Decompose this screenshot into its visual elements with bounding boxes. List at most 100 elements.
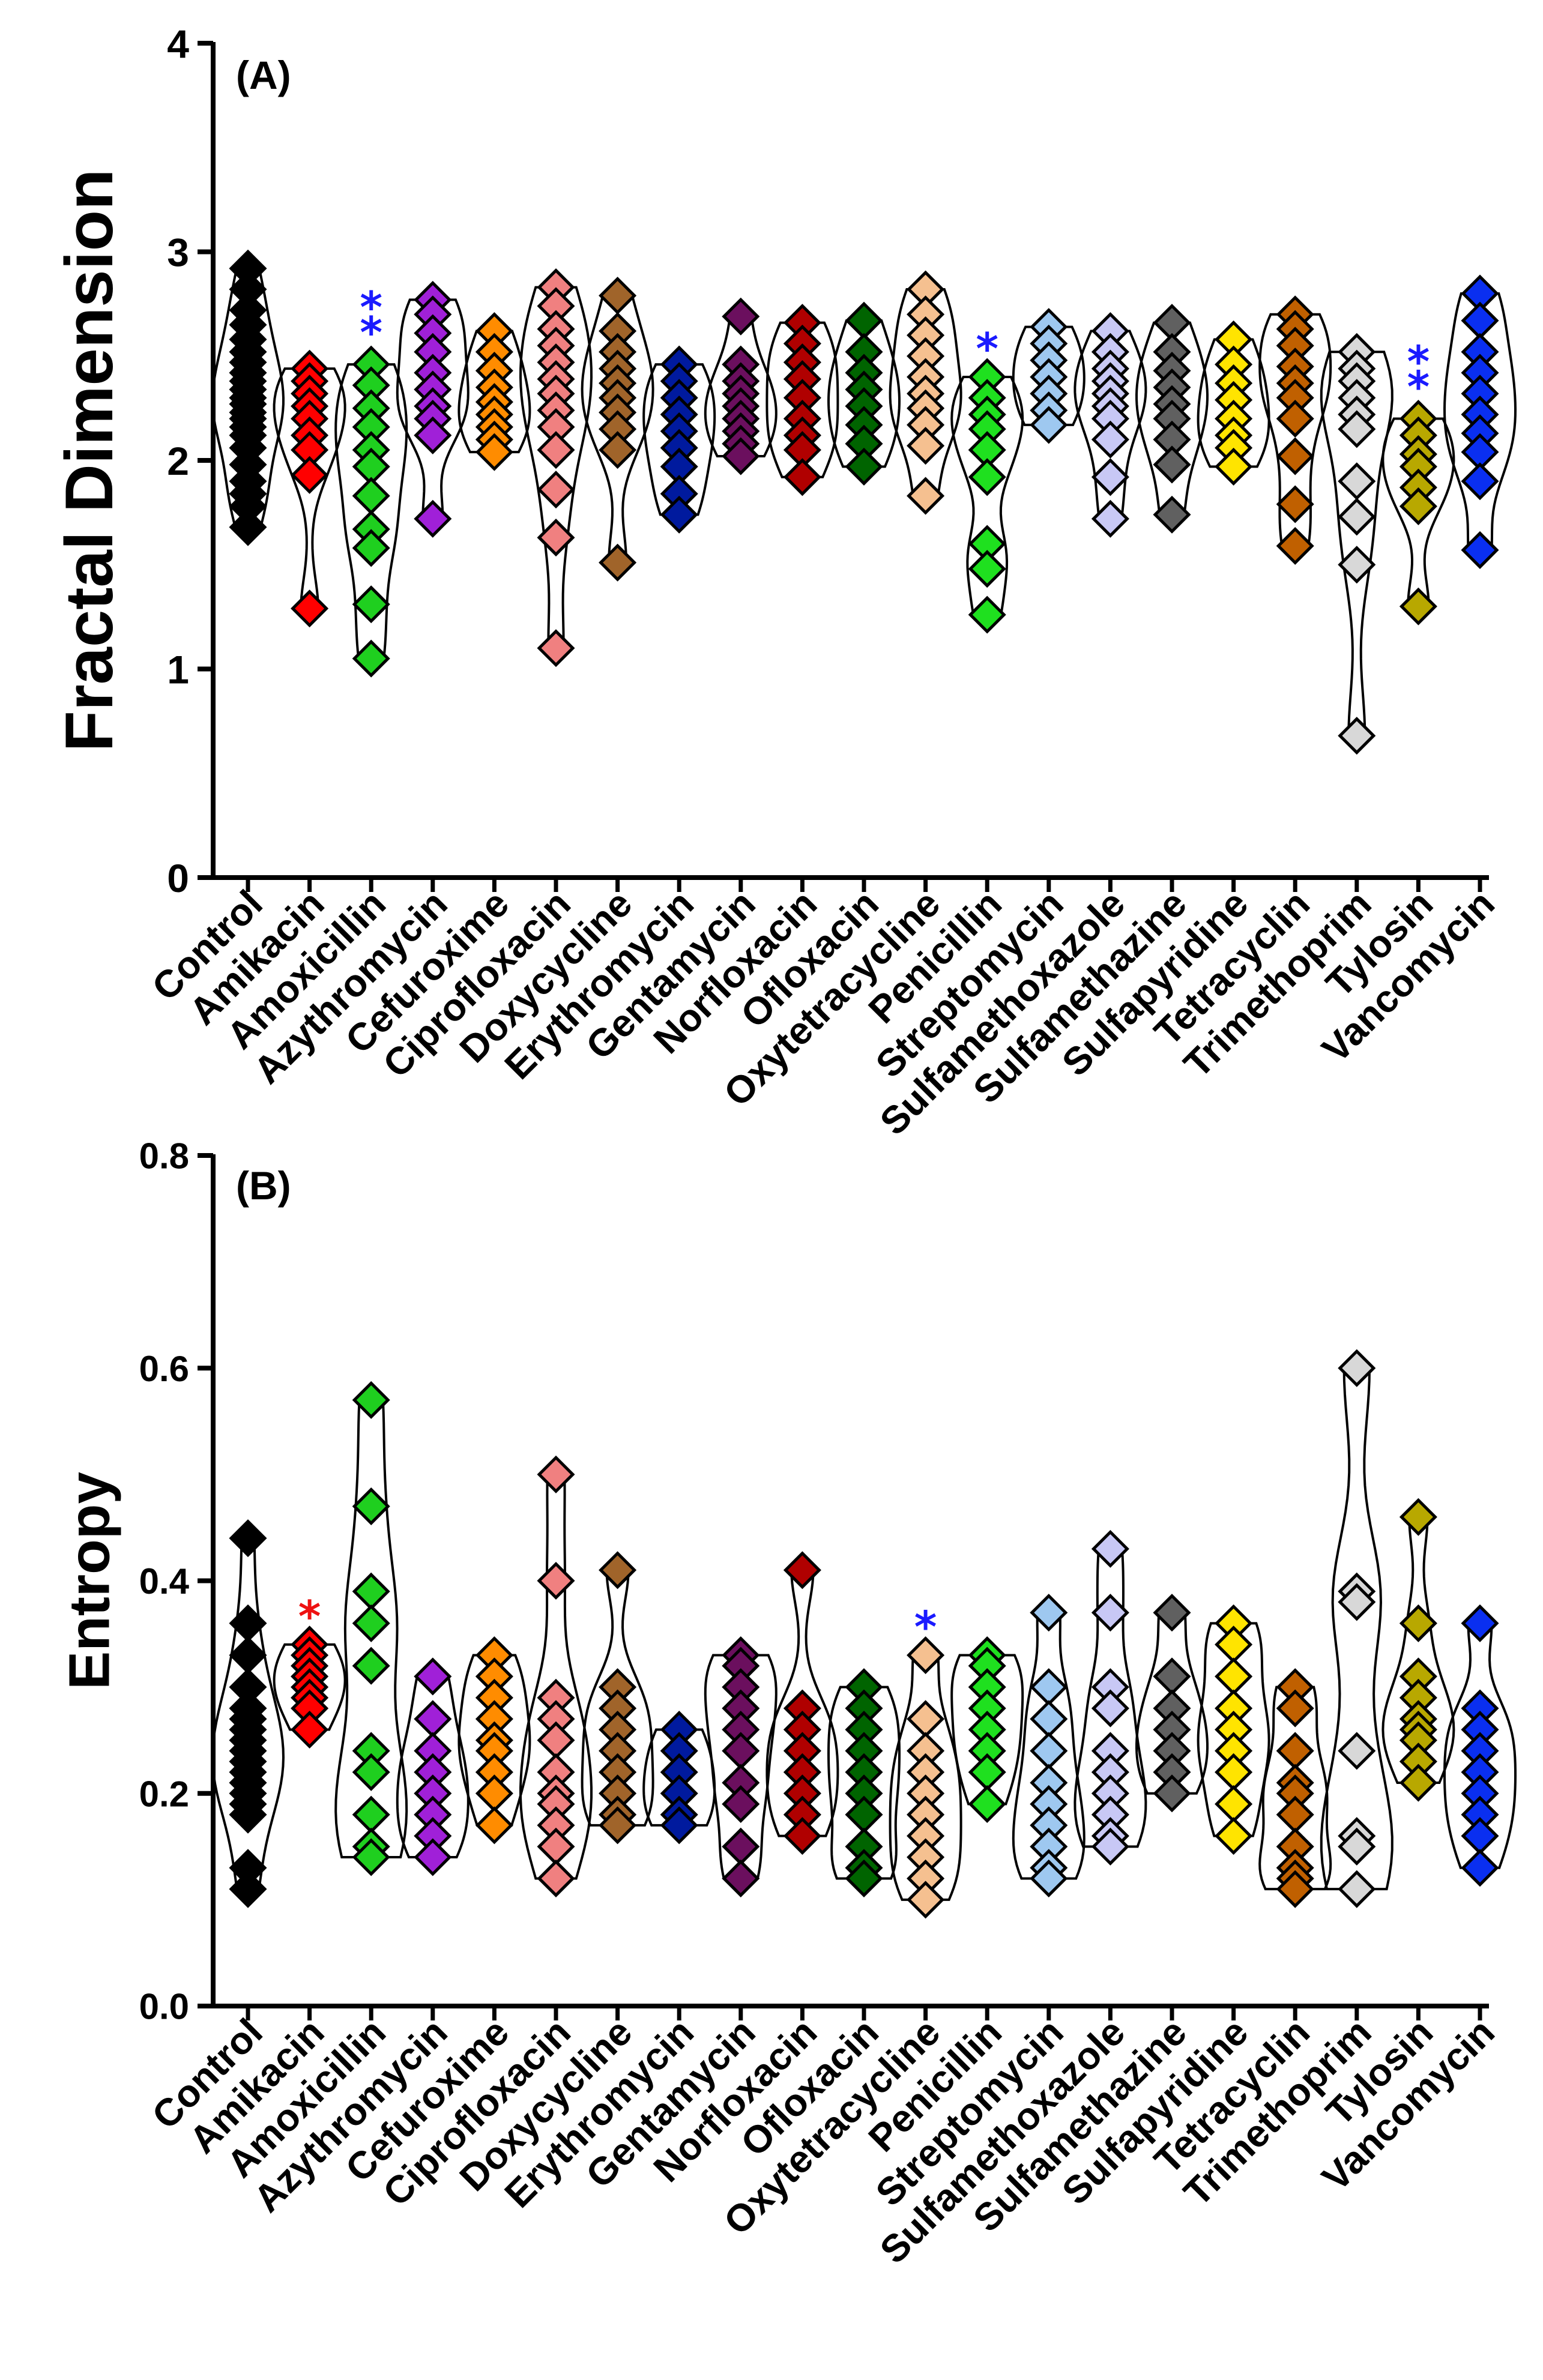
data-point-streptomycin xyxy=(1030,1594,1068,1632)
significance-marker-penicillin: * xyxy=(976,324,998,374)
data-point-azythromycin xyxy=(414,499,452,538)
violin-sulfamethazine xyxy=(1135,1594,1209,1813)
violin-erythromycin xyxy=(642,1710,716,1845)
data-point-sulfamethoxazole xyxy=(1091,1689,1129,1728)
data-point-streptomycin xyxy=(1030,406,1068,444)
violin-outline-sulfapyridine xyxy=(1197,1622,1270,1837)
data-point-sulfamethoxazole xyxy=(1091,1594,1129,1632)
violin-control xyxy=(211,1519,285,1908)
data-point-trimethoprim xyxy=(1338,717,1376,755)
data-point-amoxicillin xyxy=(352,1795,390,1834)
violin-outline-amoxicillin xyxy=(334,363,408,660)
data-point-gentamycin xyxy=(722,1827,760,1866)
data-point-trimethoprim xyxy=(1338,1732,1376,1770)
data-point-penicillin xyxy=(968,1753,1006,1791)
y-tick-label: 2 xyxy=(167,439,189,483)
violin-outline-penicillin xyxy=(950,1654,1024,1806)
y-axis-title: Fractal Dimension xyxy=(52,169,127,752)
violin-control xyxy=(211,249,285,546)
data-point-gentamycin xyxy=(722,437,760,475)
data-point-oxytetracycline xyxy=(907,1700,945,1738)
violin-doxycycline xyxy=(581,1551,654,1845)
data-point-control xyxy=(229,1519,267,1558)
violin-erythromycin xyxy=(642,345,716,534)
violin-cefuroxime xyxy=(457,312,531,471)
data-point-amoxicillin xyxy=(352,1381,390,1419)
data-point-vancomycin xyxy=(1461,301,1499,340)
violin-amikacin xyxy=(273,349,346,628)
data-point-amoxicillin xyxy=(352,1646,390,1685)
violin-trimethoprim xyxy=(1320,1349,1394,1908)
data-point-penicillin xyxy=(968,595,1006,634)
data-point-sulfamethazine xyxy=(1153,1594,1191,1632)
significance-marker-oxytetracycline: * xyxy=(914,1601,937,1652)
data-point-amoxicillin xyxy=(352,1753,390,1791)
violin-outline-gentamycin xyxy=(704,1654,778,1880)
violin-oxytetracycline xyxy=(889,270,962,515)
data-point-control xyxy=(229,1636,267,1675)
violin-amoxicillin xyxy=(334,1381,408,1876)
data-point-vancomycin xyxy=(1461,1849,1499,1887)
violin-vancomycin xyxy=(1443,274,1517,569)
violin-azythromycin xyxy=(396,1657,470,1876)
data-point-tylosin xyxy=(1399,1498,1437,1536)
data-point-penicillin xyxy=(968,550,1006,588)
data-point-sulfapyridine xyxy=(1215,447,1253,486)
data-point-ciprofloxacin xyxy=(537,471,575,509)
data-point-tylosin xyxy=(1399,1764,1437,1802)
data-point-ciprofloxacin xyxy=(537,1455,575,1493)
y-tick-label: 1 xyxy=(167,647,189,691)
violin-trimethoprim xyxy=(1320,333,1394,755)
data-point-norfloxacin xyxy=(783,1551,821,1589)
violin-outline-ofloxacin xyxy=(827,1686,901,1880)
data-point-doxycycline xyxy=(599,431,637,469)
data-point-gentamycin xyxy=(722,1785,760,1823)
data-point-sulfamethazine xyxy=(1153,445,1191,484)
y-tick-label: 0.6 xyxy=(139,1349,189,1389)
data-point-sulfamethoxazole xyxy=(1091,1529,1129,1568)
violin-tetracyclin xyxy=(1258,1668,1332,1908)
significance-marker-tylosin: ** xyxy=(1407,337,1430,412)
data-point-streptomycin xyxy=(1030,1700,1068,1738)
violin-outline-cefuroxime xyxy=(457,1654,531,1827)
data-point-oxytetracycline xyxy=(907,1881,945,1919)
data-point-sulfapyridine xyxy=(1215,1753,1253,1791)
data-point-ciprofloxacin xyxy=(537,629,575,667)
data-point-tetracyclin xyxy=(1276,526,1314,565)
data-point-amoxicillin xyxy=(352,639,390,678)
violin-sulfamethoxazole xyxy=(1073,312,1147,538)
data-point-amikacin xyxy=(291,1710,329,1749)
data-point-gentamycin xyxy=(722,1859,760,1897)
data-point-sulfamethoxazole xyxy=(1091,458,1129,496)
violin-outline-penicillin xyxy=(950,376,1024,616)
violin-outline-tetracyclin xyxy=(1258,313,1332,547)
data-point-tetracyclin xyxy=(1276,437,1314,475)
data-point-ciprofloxacin xyxy=(537,1859,575,1897)
data-point-ciprofloxacin xyxy=(537,1561,575,1600)
data-point-amoxicillin xyxy=(352,1572,390,1610)
data-point-control xyxy=(229,1604,267,1642)
data-point-streptomycin xyxy=(1030,1668,1068,1707)
violin-tylosin xyxy=(1381,1498,1455,1802)
data-point-control xyxy=(229,508,267,546)
violin-gentamycin xyxy=(704,297,778,475)
violin-sulfamethoxazole xyxy=(1073,1529,1147,1866)
violin-penicillin xyxy=(950,358,1024,634)
violin-doxycycline xyxy=(581,276,654,582)
violin-streptomycin xyxy=(1012,308,1086,444)
data-point-sulfapyridine xyxy=(1215,1785,1253,1823)
data-point-tetracyclin xyxy=(1276,1795,1314,1834)
panel-label: (B) xyxy=(236,1163,291,1208)
data-point-erythromycin xyxy=(660,495,698,534)
data-point-cefuroxime xyxy=(475,433,513,471)
data-point-cefuroxime xyxy=(475,1774,513,1813)
y-tick-label: 0.8 xyxy=(139,1136,189,1176)
violin-ciprofloxacin xyxy=(519,1455,593,1897)
data-point-streptomycin xyxy=(1030,1732,1068,1770)
panel-label: (A) xyxy=(236,53,291,97)
data-point-gentamycin xyxy=(722,297,760,336)
data-point-norfloxacin xyxy=(783,1817,821,1855)
violin-amikacin xyxy=(273,1625,346,1749)
data-point-trimethoprim xyxy=(1338,462,1376,501)
